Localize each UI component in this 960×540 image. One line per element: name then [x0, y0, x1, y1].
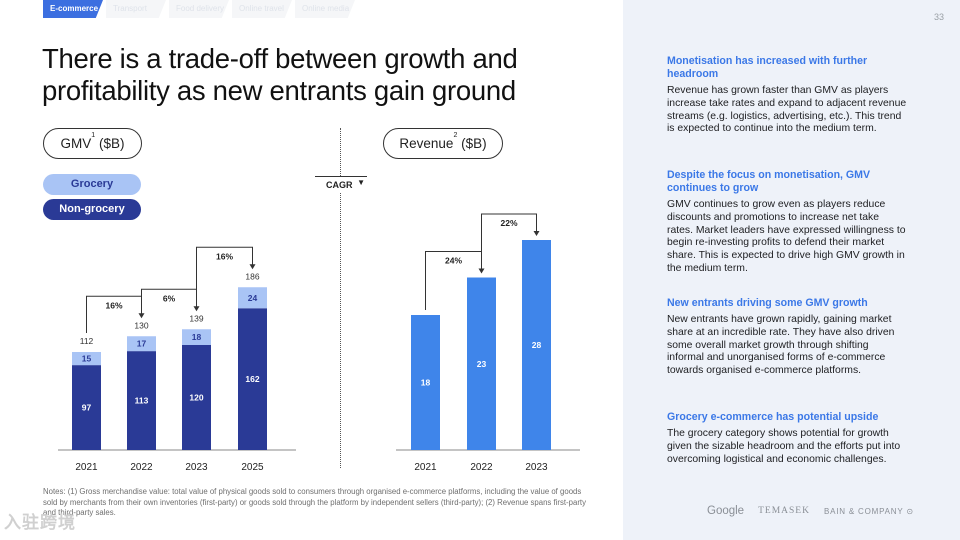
insight-body: Revenue has grown faster than GMV as pla…	[667, 85, 907, 135]
legend-non-grocery: Non-grocery	[43, 199, 141, 220]
insight-gmv-growth: Despite the focus on monetisation, GMV c…	[667, 169, 907, 276]
revenue-bar	[411, 315, 440, 450]
insight-heading: Grocery e-commerce has potential upside	[667, 411, 879, 423]
bain-circle-icon: ⊙	[906, 506, 914, 516]
gmv-year-tick: 2025	[241, 462, 264, 473]
gmv-cagr-arrow-icon	[249, 264, 256, 270]
footnotes: Notes: (1) Gross merchandise value: tota…	[43, 487, 586, 517]
gmv-grocery-value: 15	[82, 354, 92, 364]
tab-transport[interactable]: Transport	[106, 0, 166, 18]
insight-heading: Despite the focus on monetisation, GMV c…	[667, 169, 871, 194]
gmv-grocery-value: 18	[192, 332, 202, 342]
insight-body: New entrants have grown rapidly, gaining…	[667, 314, 895, 377]
revenue-pill-footnote: 2	[453, 132, 458, 139]
revenue-year-tick: 2023	[525, 462, 548, 473]
insight-new-entrants: New entrants driving some GMV growth New…	[667, 297, 907, 378]
gmv-year-tick: 2022	[130, 462, 153, 473]
page-number: 33	[933, 12, 944, 22]
bain-logo: BAIN & COMPANY ⊙	[824, 507, 914, 516]
gmv-bar-non-grocery	[182, 345, 211, 450]
gmv-grocery-value: 17	[137, 339, 147, 349]
revenue-bar	[522, 240, 551, 450]
gmv-pill-unit: ($B)	[95, 136, 125, 151]
revenue-value: 28	[532, 340, 542, 350]
gmv-bar-grocery	[127, 336, 156, 352]
revenue-pill-unit: ($B)	[457, 136, 487, 151]
temasek-logo: TEMASEK	[758, 506, 810, 516]
partner-logos: Google TEMASEK BAIN & COMPANY ⊙	[707, 505, 914, 517]
cagr-label: CAGR ▼	[315, 176, 367, 193]
revenue-cagr-label: 22%	[500, 218, 517, 228]
revenue-year-tick: 2021	[414, 462, 437, 473]
gmv-bar-non-grocery	[238, 308, 267, 450]
gmv-pill-label: GMV	[60, 136, 92, 151]
gmv-total-label: 139	[189, 313, 203, 323]
gmv-cagr-label: 6%	[163, 293, 176, 303]
gmv-total-label: 130	[134, 320, 148, 330]
revenue-value: 18	[421, 378, 431, 388]
gmv-non-grocery-value: 120	[189, 393, 203, 403]
chart-divider	[340, 128, 341, 468]
revenue-bar	[467, 277, 496, 450]
cagr-label-text: CAGR	[326, 180, 353, 190]
revenue-pill: Revenue2 ($B)	[383, 128, 503, 159]
insight-monetisation: Monetisation has increased with further …	[667, 55, 907, 136]
gmv-year-tick: 2023	[185, 462, 208, 473]
gmv-non-grocery-value: 113	[135, 396, 149, 406]
insight-grocery: Grocery e-commerce has potential upside …	[667, 411, 907, 466]
revenue-cagr-label: 24%	[445, 256, 462, 266]
gmv-pill: GMV1 ($B)	[43, 128, 142, 159]
insight-body: GMV continues to grow even as players re…	[667, 199, 906, 274]
gmv-cagr-label: 16%	[105, 300, 122, 310]
gmv-grocery-value: 24	[248, 293, 258, 303]
insight-body: The grocery category shows potential for…	[667, 428, 901, 465]
gmv-year-tick: 2021	[75, 462, 98, 473]
gmv-bar-non-grocery	[127, 351, 156, 450]
gmv-bar-grocery	[72, 352, 101, 366]
gmv-cagr-connector	[196, 246, 253, 311]
gmv-cagr-label: 16%	[216, 251, 233, 261]
revenue-year-tick: 2022	[470, 462, 493, 473]
gmv-bar-grocery	[238, 287, 267, 309]
legend-grocery: Grocery	[43, 174, 141, 195]
gmv-bar-non-grocery	[72, 365, 101, 450]
page-title: There is a trade-off between growth and …	[42, 43, 518, 106]
gmv-total-label: 112	[80, 336, 94, 346]
revenue-value: 23	[477, 359, 487, 369]
tab-e-commerce[interactable]: E-commerce	[43, 0, 103, 18]
tab-food-delivery[interactable]: Food delivery	[169, 0, 229, 18]
gmv-total-label: 186	[245, 271, 259, 281]
insight-heading: Monetisation has increased with further …	[667, 55, 868, 80]
insights-panel: 33 Monetisation has increased with furth…	[623, 0, 960, 540]
bain-logo-text: BAIN & COMPANY	[823, 506, 904, 516]
gmv-non-grocery-value: 162	[245, 374, 259, 384]
gmv-non-grocery-value: 97	[82, 403, 92, 413]
insight-heading: New entrants driving some GMV growth	[667, 297, 868, 309]
cagr-arrow-icon: ▼	[357, 178, 365, 187]
revenue-cagr-connector	[481, 213, 537, 273]
gmv-pill-footnote: 1	[91, 132, 96, 139]
watermark: 入驻跨境	[4, 513, 76, 532]
section-tabs: E-commerce Transport Food delivery Onlin…	[43, 0, 355, 18]
charts-canvas: 97 15 112 2021 113 17 130 2022 120 18 139 2023 162 24…	[58, 213, 580, 473]
revenue-pill-label: Revenue	[399, 136, 454, 151]
revenue-cagr-arrow-icon	[533, 231, 540, 236]
google-logo: Google	[707, 505, 745, 517]
tab-online-media[interactable]: Online media	[295, 0, 355, 18]
tab-online-travel[interactable]: Online travel	[232, 0, 292, 18]
gmv-bar-grocery	[182, 329, 211, 345]
